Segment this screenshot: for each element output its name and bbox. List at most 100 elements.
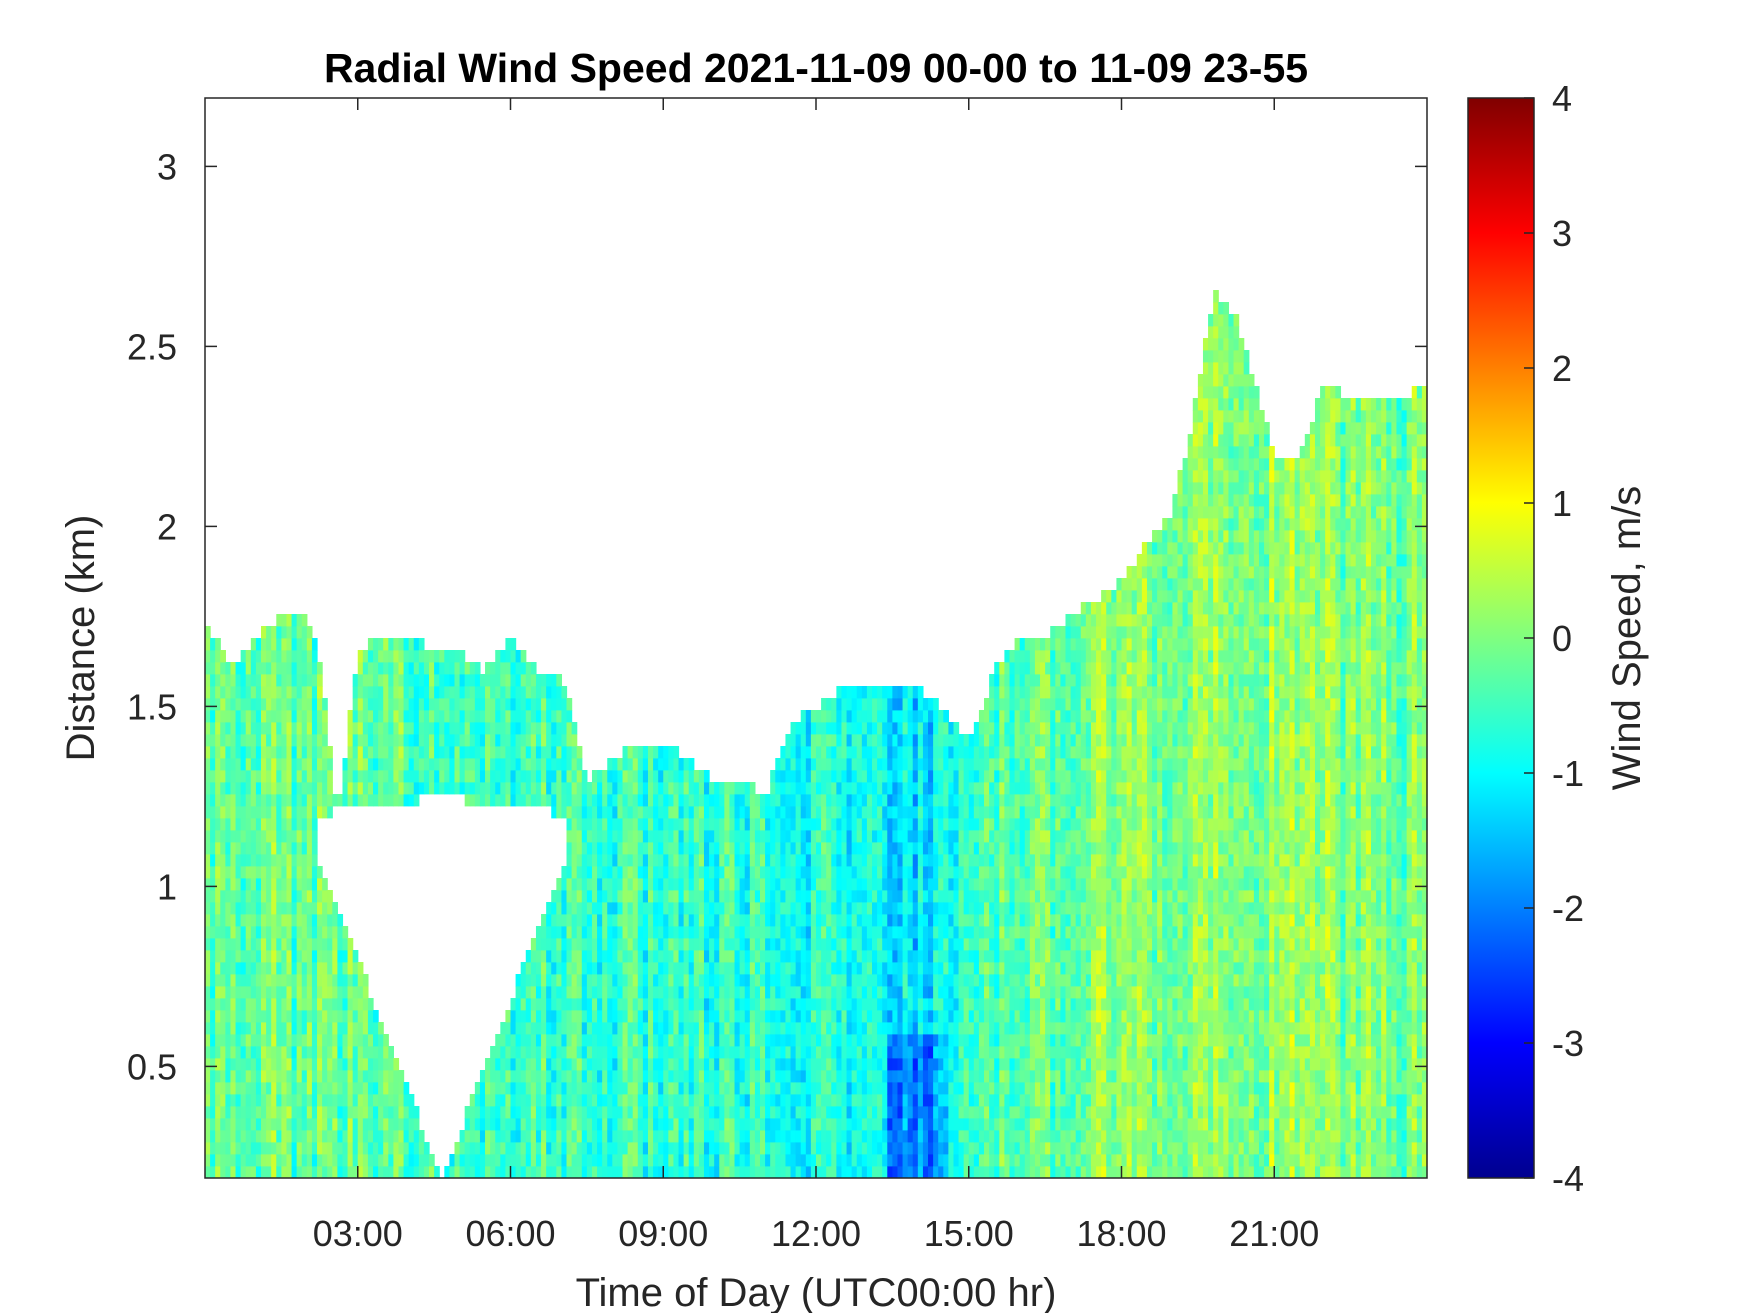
heatmap-cell — [790, 914, 797, 927]
heatmap-cell — [362, 686, 369, 699]
heatmap-cell — [902, 746, 909, 759]
heatmap-cell — [693, 974, 700, 987]
heatmap-cell — [816, 1046, 822, 1059]
heatmap-cell — [602, 1070, 608, 1083]
heatmap-cell — [882, 758, 888, 771]
heatmap-cell — [576, 902, 583, 915]
heatmap-cell — [877, 806, 883, 819]
heatmap-cell — [301, 1010, 308, 1023]
heatmap-cell — [607, 854, 613, 867]
heatmap-cell — [337, 998, 344, 1011]
heatmap-cell — [235, 1130, 242, 1143]
heatmap-cell — [220, 818, 226, 831]
heatmap-cell — [490, 770, 496, 783]
heatmap-cell — [495, 1166, 501, 1179]
heatmap-cell — [571, 758, 578, 771]
heatmap-cell — [887, 1106, 893, 1119]
heatmap-cell — [856, 842, 863, 855]
heatmap-cell — [576, 914, 583, 927]
heatmap-cell — [719, 914, 725, 927]
heatmap-cell — [378, 746, 384, 759]
heatmap-cell — [215, 1154, 221, 1167]
heatmap-cell — [454, 734, 461, 747]
heatmap-cell — [627, 1154, 634, 1167]
heatmap-cell — [846, 890, 853, 903]
heatmap-cell — [576, 1154, 583, 1167]
heatmap-cell — [261, 950, 267, 963]
heatmap-cell — [831, 1022, 837, 1035]
heatmap-cell — [571, 842, 578, 855]
heatmap-cell — [311, 638, 318, 651]
heatmap-cell — [739, 1106, 746, 1119]
heatmap-cell — [821, 830, 827, 843]
heatmap-cell — [785, 1130, 792, 1143]
heatmap-cell — [800, 1142, 807, 1155]
heatmap-cell — [943, 914, 949, 927]
heatmap-cell — [266, 986, 272, 999]
heatmap-cell — [856, 686, 863, 699]
heatmap-cell — [856, 794, 863, 807]
heatmap-cell — [306, 1106, 313, 1119]
heatmap-cell — [729, 1166, 736, 1179]
heatmap-cell — [882, 902, 888, 915]
heatmap-cell — [342, 938, 349, 951]
heatmap-cell — [673, 782, 680, 795]
heatmap-cell — [576, 1118, 583, 1131]
heatmap-cell — [943, 1046, 949, 1059]
heatmap-cell — [408, 686, 415, 699]
heatmap-cell — [332, 1022, 338, 1035]
heatmap-cell — [490, 1154, 496, 1167]
heatmap-cell — [877, 1094, 883, 1107]
heatmap-cell — [541, 698, 547, 711]
heatmap-cell — [770, 1094, 776, 1107]
heatmap-cell — [668, 914, 675, 927]
heatmap-cell — [245, 974, 252, 987]
heatmap-cell — [617, 962, 624, 975]
heatmap-cell — [291, 890, 298, 903]
heatmap-cell — [541, 746, 547, 759]
heatmap-cell — [291, 614, 298, 627]
heatmap-cell — [551, 1166, 557, 1179]
heatmap-cell — [515, 746, 522, 759]
heatmap-cell — [816, 722, 822, 735]
heatmap-cell — [637, 1154, 644, 1167]
heatmap-cell — [821, 986, 827, 999]
heatmap-cell — [439, 650, 445, 663]
heatmap-cell — [851, 1010, 858, 1023]
heatmap-cell — [551, 686, 557, 699]
heatmap-cell — [500, 710, 507, 723]
heatmap-cell — [322, 1166, 328, 1179]
heatmap-cell — [510, 794, 517, 807]
heatmap-cell — [245, 698, 252, 711]
heatmap-cell — [714, 1142, 720, 1155]
heatmap-cell — [917, 698, 924, 711]
heatmap-cell — [933, 1166, 939, 1179]
heatmap-cell — [872, 890, 878, 903]
heatmap-cell — [653, 1070, 659, 1083]
heatmap-cell — [907, 806, 914, 819]
heatmap-cell — [785, 962, 792, 975]
heatmap-cell — [271, 926, 277, 939]
heatmap-cell — [515, 1082, 522, 1095]
heatmap-cell — [586, 890, 593, 903]
heatmap-cell — [780, 746, 787, 759]
heatmap-cell — [566, 698, 573, 711]
heatmap-cell — [810, 1082, 817, 1095]
heatmap-cell — [291, 770, 298, 783]
heatmap-cell — [917, 974, 924, 987]
heatmap-cell — [780, 830, 787, 843]
heatmap-cell — [602, 854, 608, 867]
heatmap-cell — [235, 1094, 242, 1107]
heatmap-cell — [576, 854, 583, 867]
heatmap-cell — [785, 1094, 792, 1107]
heatmap-cell — [311, 698, 318, 711]
heatmap-cell — [663, 1154, 669, 1167]
heatmap-cell — [556, 938, 563, 951]
heatmap-cell — [306, 902, 313, 915]
heatmap-cell — [474, 1130, 481, 1143]
heatmap-cell — [810, 1154, 817, 1167]
heatmap-cell — [261, 686, 267, 699]
heatmap-cell — [749, 974, 756, 987]
heatmap-cell — [612, 926, 619, 939]
heatmap-cell — [408, 650, 415, 663]
